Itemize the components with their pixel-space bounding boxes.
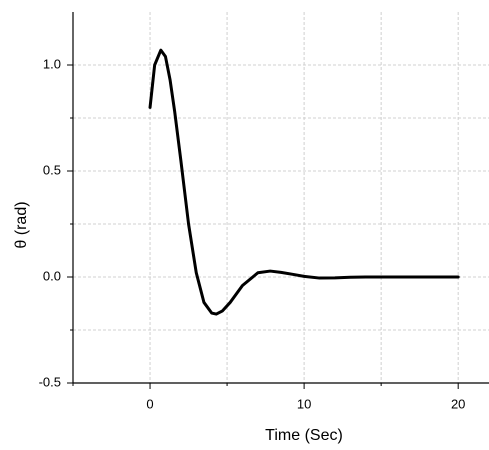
x-tick-label: 10 bbox=[297, 396, 311, 411]
y-tick-label: 0.0 bbox=[43, 268, 61, 283]
y-axis-label: θ (rad) bbox=[13, 201, 30, 248]
y-tick-label: 0.5 bbox=[43, 162, 61, 177]
x-tick-label: 20 bbox=[451, 396, 465, 411]
x-axis-label: Time (Sec) bbox=[265, 427, 343, 444]
y-tick-label: -0.5 bbox=[39, 374, 61, 389]
x-tick-label: 0 bbox=[146, 396, 153, 411]
y-tick-label: 1.0 bbox=[43, 56, 61, 71]
data-line bbox=[148, 48, 460, 316]
